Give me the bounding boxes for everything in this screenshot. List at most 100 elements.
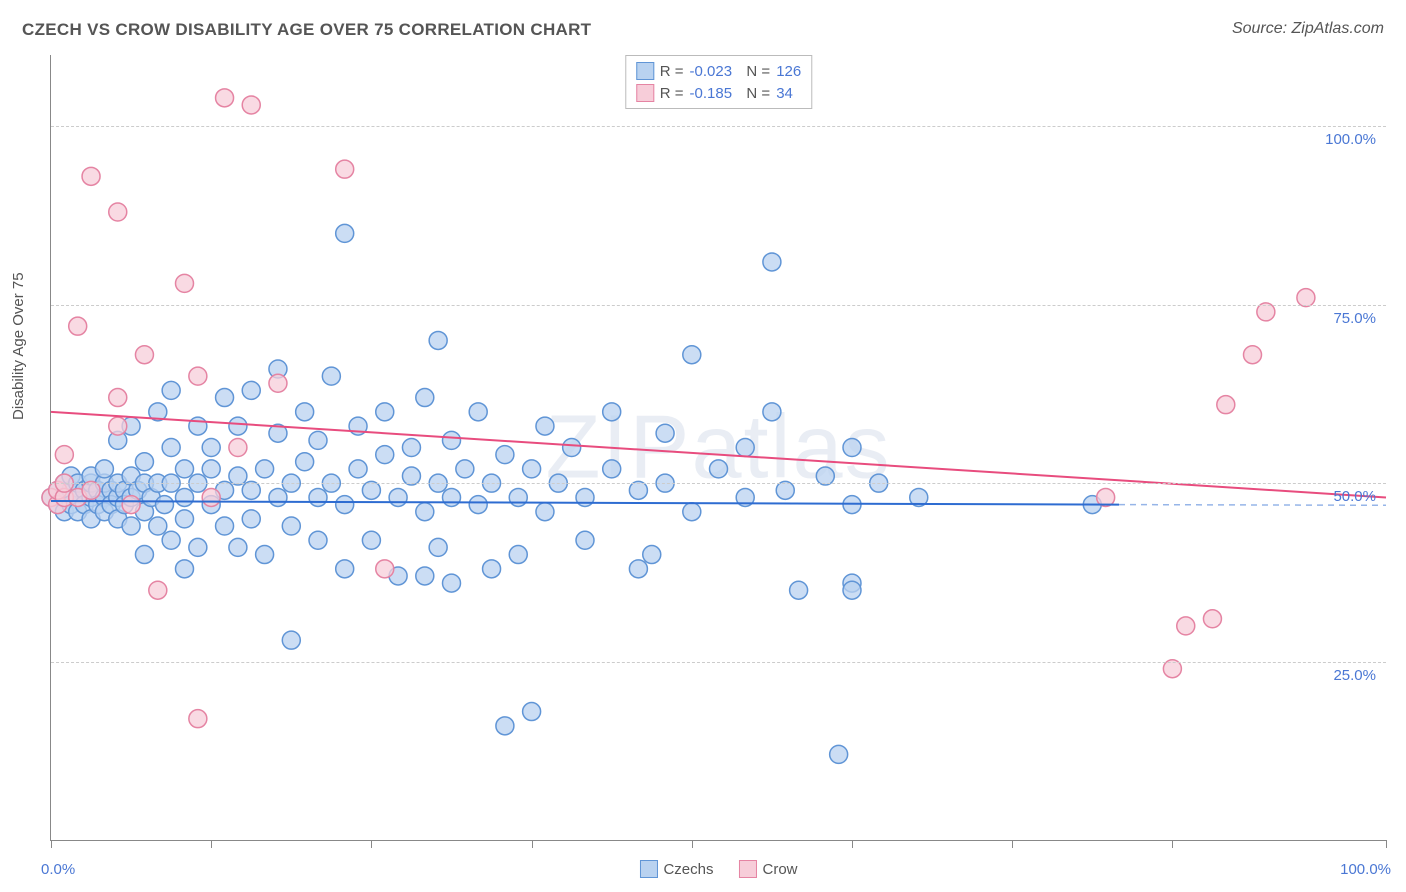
data-point <box>176 510 194 528</box>
data-point <box>309 531 327 549</box>
data-point <box>69 317 87 335</box>
x-axis-right-label: 100.0% <box>1340 861 1391 878</box>
data-point <box>483 560 501 578</box>
legend-label-crow: Crow <box>763 861 798 878</box>
swatch-czechs-bottom-icon <box>639 860 657 878</box>
data-point <box>202 460 220 478</box>
data-point <box>683 503 701 521</box>
gridline <box>51 483 1386 484</box>
x-tick <box>1172 840 1173 848</box>
data-point <box>1203 610 1221 628</box>
x-tick <box>1386 840 1387 848</box>
data-point <box>376 560 394 578</box>
data-point <box>429 538 447 556</box>
data-point <box>843 439 861 457</box>
data-point <box>496 717 514 735</box>
x-tick <box>51 840 52 848</box>
data-point <box>269 374 287 392</box>
data-point <box>176 460 194 478</box>
x-tick <box>532 840 533 848</box>
data-point <box>763 403 781 421</box>
data-point <box>763 253 781 271</box>
data-point <box>402 439 420 457</box>
data-point <box>416 389 434 407</box>
data-point <box>216 89 234 107</box>
data-point <box>189 538 207 556</box>
data-point <box>216 517 234 535</box>
scatter-svg <box>51 55 1386 840</box>
data-point <box>162 439 180 457</box>
data-point <box>523 703 541 721</box>
data-point <box>176 274 194 292</box>
data-point <box>736 439 754 457</box>
data-point <box>282 631 300 649</box>
data-point <box>109 417 127 435</box>
data-point <box>229 417 247 435</box>
data-point <box>710 460 728 478</box>
data-point <box>296 453 314 471</box>
data-point <box>376 446 394 464</box>
data-point <box>162 531 180 549</box>
chart-title: CZECH VS CROW DISABILITY AGE OVER 75 COR… <box>22 20 591 40</box>
data-point <box>629 560 647 578</box>
legend-item-crow: Crow <box>739 860 798 878</box>
source-attribution: Source: ZipAtlas.com <box>1232 20 1384 38</box>
data-point <box>643 546 661 564</box>
data-point <box>282 517 300 535</box>
data-point <box>336 560 354 578</box>
data-point <box>443 431 461 449</box>
legend-label-czechs: Czechs <box>663 861 713 878</box>
data-point <box>603 403 621 421</box>
data-point <box>336 224 354 242</box>
legend-item-czechs: Czechs <box>639 860 713 878</box>
data-point <box>256 546 274 564</box>
data-point <box>149 517 167 535</box>
x-tick <box>211 840 212 848</box>
x-tick <box>371 840 372 848</box>
data-point <box>830 745 848 763</box>
data-point <box>109 389 127 407</box>
data-point <box>242 510 260 528</box>
gridline <box>51 305 1386 306</box>
data-point <box>256 460 274 478</box>
data-point <box>336 496 354 514</box>
data-point <box>603 460 621 478</box>
y-tick-label: 50.0% <box>1333 488 1376 505</box>
data-point <box>189 367 207 385</box>
data-point <box>135 453 153 471</box>
data-point <box>469 403 487 421</box>
data-point <box>135 546 153 564</box>
data-point <box>656 424 674 442</box>
data-point <box>536 503 554 521</box>
data-point <box>429 331 447 349</box>
y-tick-label: 100.0% <box>1325 131 1376 148</box>
gridline <box>51 662 1386 663</box>
data-point <box>349 460 367 478</box>
data-point <box>202 488 220 506</box>
data-point <box>189 417 207 435</box>
data-point <box>242 381 260 399</box>
data-point <box>523 460 541 478</box>
data-point <box>242 96 260 114</box>
chart-container: CZECH VS CROW DISABILITY AGE OVER 75 COR… <box>0 0 1406 892</box>
y-axis-label: Disability Age Over 75 <box>10 272 27 420</box>
data-point <box>509 488 527 506</box>
data-point <box>135 346 153 364</box>
data-point <box>336 160 354 178</box>
data-point <box>55 446 73 464</box>
data-point <box>509 546 527 564</box>
data-point <box>576 531 594 549</box>
x-tick <box>1012 840 1013 848</box>
data-point <box>229 538 247 556</box>
data-point <box>202 439 220 457</box>
data-point <box>843 581 861 599</box>
x-tick <box>692 840 693 848</box>
data-point <box>229 439 247 457</box>
data-point <box>496 446 514 464</box>
data-point <box>683 346 701 364</box>
data-point <box>216 389 234 407</box>
data-point <box>162 381 180 399</box>
data-point <box>269 488 287 506</box>
data-point <box>362 531 380 549</box>
data-point <box>322 367 340 385</box>
